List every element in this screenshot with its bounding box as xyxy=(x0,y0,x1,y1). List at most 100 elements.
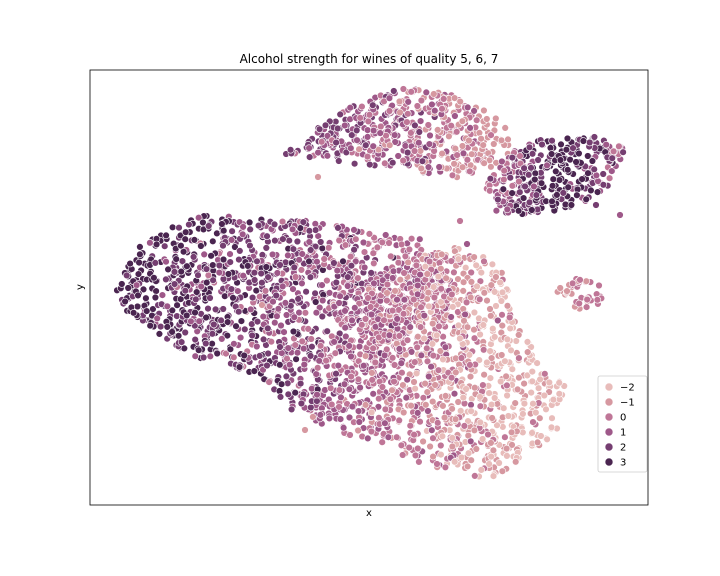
data-point xyxy=(616,211,624,219)
data-point xyxy=(489,325,497,333)
data-point xyxy=(521,182,529,191)
data-point xyxy=(549,396,558,404)
data-point xyxy=(373,243,382,252)
data-point xyxy=(179,248,188,256)
data-point xyxy=(189,253,198,261)
data-point xyxy=(356,114,364,122)
data-point xyxy=(250,276,259,284)
data-point xyxy=(163,302,172,310)
data-point xyxy=(202,339,210,348)
data-point xyxy=(476,418,484,427)
data-point xyxy=(305,144,313,152)
data-point xyxy=(254,221,263,230)
data-point xyxy=(423,388,431,396)
data-point xyxy=(508,153,516,162)
data-point xyxy=(504,135,512,144)
data-point xyxy=(206,294,214,302)
data-point xyxy=(528,206,536,214)
data-point xyxy=(367,427,376,436)
data-point xyxy=(465,136,473,145)
data-point xyxy=(135,258,143,267)
data-point xyxy=(346,431,354,439)
data-point xyxy=(246,225,254,234)
data-point xyxy=(437,450,445,459)
data-point xyxy=(314,364,322,372)
data-point xyxy=(501,124,509,132)
data-point xyxy=(380,351,389,360)
data-point xyxy=(487,400,496,409)
data-point xyxy=(306,352,315,360)
data-point xyxy=(199,353,208,362)
data-point xyxy=(328,400,336,409)
data-point xyxy=(503,381,511,390)
data-point xyxy=(441,343,450,351)
data-point xyxy=(336,292,344,300)
data-point xyxy=(126,259,134,268)
data-point xyxy=(426,131,434,140)
data-point xyxy=(146,322,154,330)
data-point xyxy=(453,151,461,159)
data-point xyxy=(506,313,514,322)
data-point xyxy=(458,142,467,150)
data-point xyxy=(347,352,355,361)
data-point xyxy=(177,242,185,250)
data-point xyxy=(395,416,403,425)
data-point xyxy=(433,331,441,339)
data-point xyxy=(425,140,434,148)
data-point xyxy=(202,265,211,273)
data-point xyxy=(204,304,212,313)
data-point xyxy=(498,467,507,475)
data-point xyxy=(485,389,493,397)
data-point xyxy=(313,258,321,266)
data-point xyxy=(210,320,218,329)
data-point xyxy=(355,418,363,426)
data-point xyxy=(222,349,230,358)
data-point xyxy=(534,156,542,164)
data-point xyxy=(354,375,363,383)
data-point xyxy=(584,169,592,177)
data-point xyxy=(276,343,284,351)
data-point xyxy=(457,354,466,362)
data-point xyxy=(524,171,533,179)
data-point xyxy=(511,399,519,407)
data-point xyxy=(433,460,441,468)
data-point xyxy=(323,327,331,335)
data-point xyxy=(318,138,326,146)
data-point xyxy=(146,239,154,247)
legend-label: −1 xyxy=(620,398,635,409)
data-point xyxy=(333,266,341,275)
data-point xyxy=(335,236,343,245)
data-point xyxy=(486,347,494,355)
data-point xyxy=(278,217,287,226)
data-point xyxy=(437,441,445,450)
data-point xyxy=(599,181,608,189)
data-point xyxy=(404,110,412,118)
data-point xyxy=(531,175,539,184)
data-point xyxy=(129,309,138,317)
data-point xyxy=(183,262,191,270)
data-point xyxy=(298,337,306,345)
data-point xyxy=(276,393,285,401)
data-point xyxy=(417,303,425,311)
data-point xyxy=(360,263,369,272)
data-point xyxy=(590,133,599,141)
data-point xyxy=(514,207,523,215)
data-point xyxy=(403,148,412,157)
data-point xyxy=(208,340,216,348)
data-point xyxy=(209,276,217,284)
data-point xyxy=(533,359,541,367)
data-point xyxy=(451,415,460,423)
data-point xyxy=(282,311,291,319)
data-point xyxy=(500,167,508,175)
data-point xyxy=(528,429,536,437)
data-point xyxy=(191,335,199,344)
data-point xyxy=(191,308,199,317)
data-point xyxy=(486,187,494,195)
data-point xyxy=(152,240,161,249)
data-point xyxy=(492,273,500,281)
data-point xyxy=(420,334,428,343)
data-point xyxy=(422,88,430,97)
data-point xyxy=(175,224,183,232)
data-point xyxy=(325,244,333,252)
data-point xyxy=(557,140,565,149)
